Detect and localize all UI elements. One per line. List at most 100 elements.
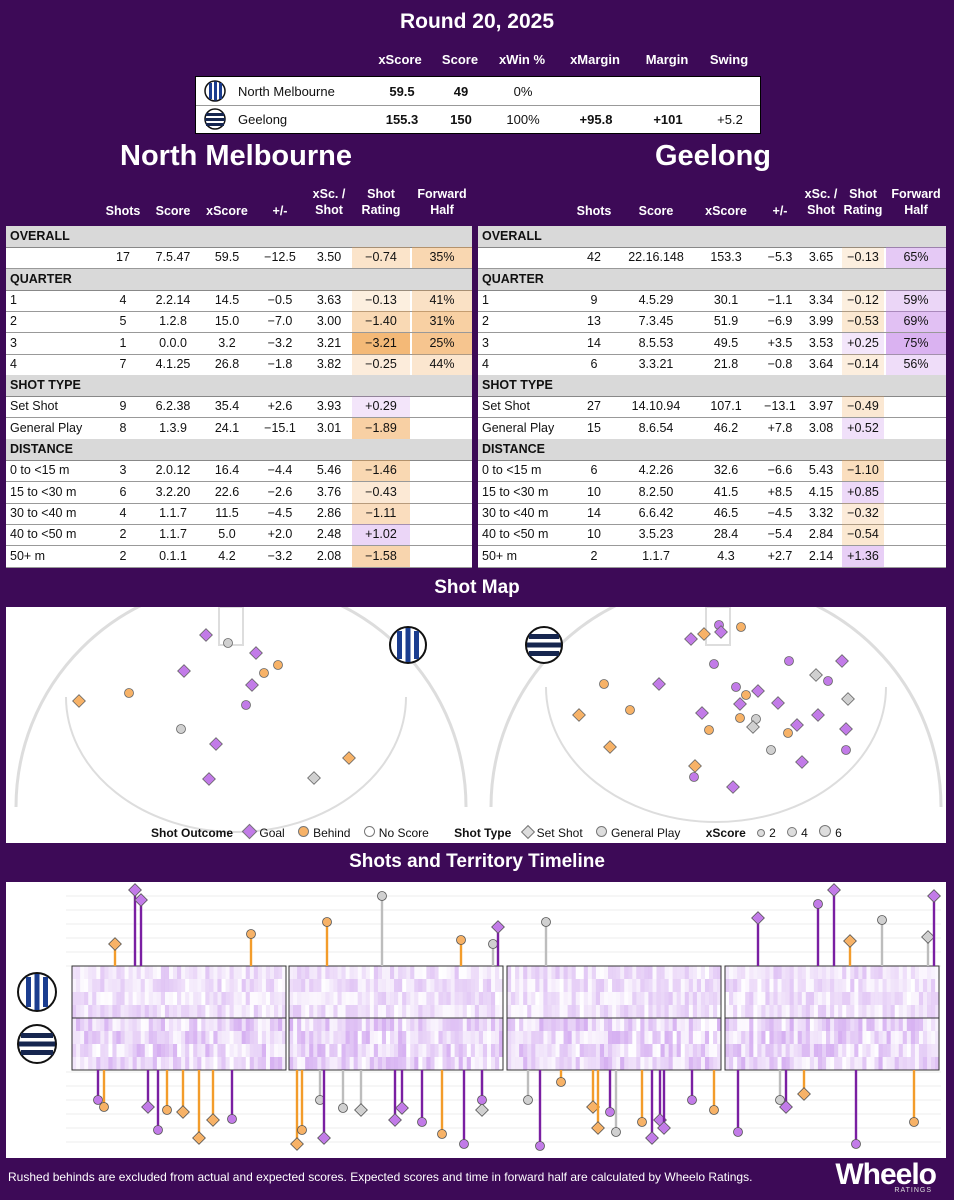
shot-marker	[586, 1100, 600, 1114]
shot-marker	[841, 745, 851, 755]
territory-cell	[217, 1018, 222, 1031]
territory-cell	[450, 992, 455, 1005]
stat-cell: −0.53	[847, 314, 879, 329]
territory-cell	[704, 992, 710, 1005]
territory-cell	[132, 1057, 137, 1070]
territory-cell	[337, 1005, 342, 1018]
stat-cell: 3.01	[316, 420, 342, 435]
territory-cell	[349, 1031, 354, 1044]
territory-cell	[789, 1031, 794, 1044]
territory-cell	[96, 966, 100, 979]
stat-cell: −1.46	[365, 463, 397, 478]
territory-cell	[813, 1044, 818, 1057]
territory-cell	[850, 966, 855, 979]
territory-cell	[253, 1018, 258, 1031]
cell-shading	[842, 481, 884, 503]
territory-cell	[567, 1018, 572, 1031]
territory-cell	[866, 966, 871, 979]
territory-cell	[559, 1018, 564, 1031]
territory-cell	[301, 966, 306, 979]
territory-cell	[112, 1005, 117, 1018]
territory-cell	[846, 966, 851, 979]
territory-cell	[910, 1018, 915, 1031]
territory-cell	[713, 1057, 718, 1070]
stat-cell: 11.5	[215, 505, 239, 520]
stat-cell: 4.3	[717, 548, 735, 563]
territory-cell	[850, 1031, 855, 1044]
shot-marker	[695, 706, 709, 720]
territory-cell	[890, 979, 895, 992]
summary-row-geelong: Geelong 155.3 150 100% +95.8 +101 +5.2	[196, 105, 760, 133]
territory-cell	[418, 1044, 423, 1057]
territory-cell	[636, 1044, 641, 1057]
territory-cell	[539, 1057, 544, 1070]
territory-cell	[842, 1018, 847, 1031]
territory-cell	[600, 966, 604, 979]
territory-cell	[555, 992, 560, 1005]
territory-cell	[274, 1057, 279, 1070]
territory-cell	[193, 992, 198, 1005]
territory-cell	[870, 1031, 875, 1044]
row-label: 15 to <30 m	[482, 484, 549, 499]
territory-cell	[128, 992, 133, 1005]
cell-shading	[886, 311, 946, 333]
stat-cell: 3.2	[218, 335, 236, 350]
territory-cell	[84, 966, 89, 979]
territory-cell	[608, 966, 613, 979]
territory-cell	[125, 966, 129, 979]
territory-cell	[225, 966, 230, 979]
territory-cell	[902, 1018, 907, 1031]
territory-cell	[636, 1031, 641, 1044]
territory-cell	[92, 1018, 97, 1031]
legend-type-label: Shot Type	[454, 826, 512, 840]
territory-cell	[293, 966, 298, 979]
territory-cell	[242, 1044, 246, 1057]
cell-shading	[886, 247, 946, 269]
territory-cell	[563, 1031, 568, 1044]
territory-cell	[282, 979, 287, 992]
territory-cell	[717, 966, 722, 979]
territory-cell	[874, 992, 879, 1005]
territory-cell	[737, 1005, 741, 1018]
shot-marker	[541, 917, 551, 927]
territory-cell	[385, 1057, 391, 1070]
stat-cell: −4.5	[267, 505, 293, 520]
territory-cell	[406, 966, 411, 979]
territory-cell	[361, 1018, 366, 1031]
territory-cell	[688, 1031, 693, 1044]
territory-cell	[882, 992, 887, 1005]
territory-cell	[325, 1018, 330, 1031]
territory-cell	[160, 1018, 165, 1031]
territory-cell	[749, 1005, 754, 1018]
territory-cell	[858, 979, 863, 992]
stat-row: 4 7 4.1.25 26.8 −1.8 3.82 −0.25 44%	[6, 353, 472, 376]
shot-marker	[841, 692, 855, 706]
territory-cell	[189, 1031, 194, 1044]
territory-cell	[450, 1031, 455, 1044]
shot-marker	[354, 1103, 368, 1117]
territory-cell	[462, 992, 467, 1005]
territory-cell	[381, 1044, 387, 1057]
territory-cell	[813, 966, 818, 979]
territory-cell	[757, 992, 761, 1005]
territory-cell	[140, 979, 145, 992]
territory-cell	[309, 1057, 314, 1070]
territory-cell	[608, 1057, 613, 1070]
territory-cell	[454, 1005, 459, 1018]
territory-cell	[434, 1057, 439, 1070]
territory-cell	[197, 1044, 202, 1057]
territory-cell	[515, 1057, 520, 1070]
shot-marker	[523, 1095, 533, 1105]
stat-cell: 35%	[429, 250, 455, 265]
territory-cell	[733, 992, 738, 1005]
territory-cell	[369, 1044, 374, 1057]
territory-cell	[769, 1044, 774, 1057]
sum-header-xwin: xWin %	[498, 52, 546, 67]
territory-cell	[511, 966, 515, 979]
stat-cell: 9	[590, 292, 598, 307]
stat-cell: 3.08	[808, 420, 834, 435]
stat-cell: 4	[119, 505, 127, 520]
territory-cell	[470, 979, 475, 992]
territory-cell	[817, 992, 823, 1005]
territory-cell	[551, 1005, 556, 1018]
